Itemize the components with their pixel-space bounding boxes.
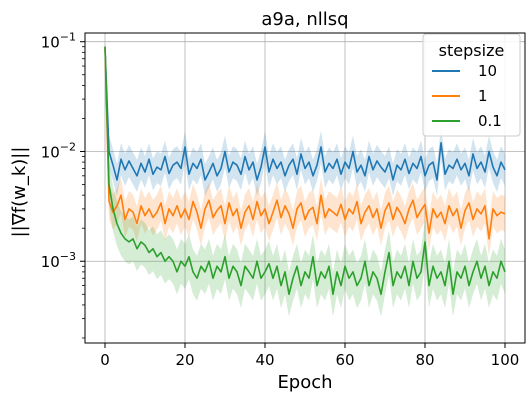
y-tick-label: 10−3 [41, 250, 76, 271]
x-tick-label: 20 [175, 351, 194, 369]
x-tick-label: 100 [491, 351, 520, 369]
x-tick-label: 40 [255, 351, 274, 369]
series-lines [104, 46, 506, 296]
legend-box [422, 33, 521, 137]
y-tick-label: 10−1 [41, 31, 76, 52]
x-tick-label: 0 [100, 351, 110, 369]
x-tick-label: 60 [335, 351, 354, 369]
axis-ticks: 0 20 40 60 80 100 10−3 10−2 10−1 [41, 31, 520, 369]
legend: stepsize 10 1 0.1 [422, 33, 521, 137]
y-tick-label: 10−2 [41, 140, 76, 161]
plot-frame [84, 32, 526, 344]
band-series-1 [105, 46, 505, 257]
band-series-0.1 [105, 46, 505, 317]
x-axis-label: Epoch [277, 372, 332, 393]
line-series-10 [104, 46, 506, 181]
legend-label-0.1: 0.1 [478, 112, 502, 130]
legend-label-10: 10 [478, 62, 497, 80]
y-axis-label: ||∇f(w_k)|| [9, 147, 30, 238]
line-series-0.1 [104, 46, 506, 296]
chart-title: a9a, nllsq [261, 9, 348, 30]
line-series-1 [104, 46, 506, 240]
legend-label-1: 1 [478, 87, 488, 105]
legend-title: stepsize [439, 41, 505, 60]
x-tick-label: 80 [415, 351, 434, 369]
